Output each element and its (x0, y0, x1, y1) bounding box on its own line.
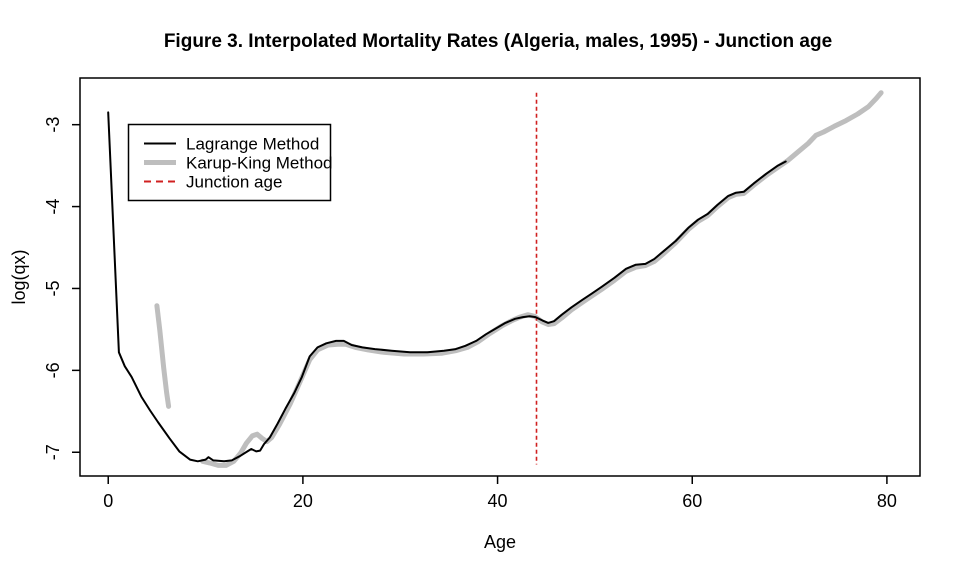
chart-title: Figure 3. Interpolated Mortality Rates (… (164, 31, 832, 52)
y-tick-label: -4 (43, 199, 63, 215)
x-tick-label: 0 (103, 491, 113, 511)
legend-label-lagrange: Lagrange Method (186, 135, 319, 154)
y-tick-label: -7 (43, 444, 63, 460)
plot-box (79, 77, 921, 477)
x-tick-label: 60 (682, 491, 702, 511)
legend-label-karup-king: Karup-King Method (186, 154, 332, 173)
legend: Lagrange Method Karup-King Method Juncti… (127, 123, 332, 202)
lagrange-curve (107, 111, 787, 463)
y-tick-label: -3 (43, 117, 63, 133)
x-axis-ticks: 0 20 40 60 80 (103, 476, 897, 511)
y-axis-label: log(qx) (9, 249, 29, 304)
plot-content (107, 90, 884, 468)
y-axis-ticks: -7 -6 -5 -4 -3 (43, 117, 80, 460)
x-tick-label: 80 (877, 491, 897, 511)
x-axis-label: Age (484, 532, 516, 552)
x-tick-label: 20 (293, 491, 313, 511)
karup-king-curve (200, 90, 884, 468)
y-tick-label: -5 (43, 280, 63, 296)
x-tick-label: 40 (488, 491, 508, 511)
y-tick-label: -6 (43, 362, 63, 378)
legend-label-junction: Junction age (186, 173, 282, 192)
karup-king-curve-segment (154, 303, 172, 409)
